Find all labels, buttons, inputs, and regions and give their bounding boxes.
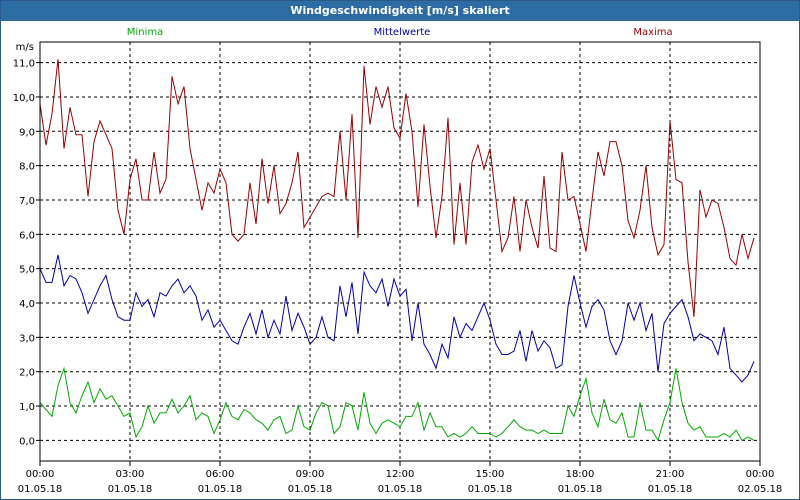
axes <box>36 41 761 466</box>
series-line-mittelwerte <box>39 254 755 383</box>
series-lines <box>39 59 755 442</box>
y-tick-label: 8,0 <box>19 162 35 173</box>
series-line-minima <box>39 366 755 442</box>
x-tick-time: 09:00 <box>296 469 325 480</box>
y-tick-label: 7,0 <box>19 196 35 207</box>
x-tick-date: 01.05.18 <box>648 484 693 495</box>
legend-maxima: Maxima <box>633 27 672 38</box>
x-tick-time: 15:00 <box>476 469 505 480</box>
y-tick-label: 3,0 <box>19 333 35 344</box>
y-tick-label: 9,0 <box>19 127 35 138</box>
x-tick-date: 01.05.18 <box>288 484 333 495</box>
legend: Maxima Mittelwerte Minima <box>127 27 673 38</box>
y-tick-label: 4,0 <box>19 299 35 310</box>
y-tick-label: 1,0 <box>19 402 35 413</box>
y-tick-label: 11,0 <box>13 59 35 70</box>
y-tick-label: 6,0 <box>19 230 35 241</box>
window-title: Windgeschwindigkeit [m/s] skaliert <box>1 1 799 21</box>
y-tick-label: 10,0 <box>13 93 35 104</box>
grid-lines <box>40 42 760 461</box>
y-tick-label: 2,0 <box>19 368 35 379</box>
x-tick-time: 03:00 <box>116 469 145 480</box>
x-tick-time: 06:00 <box>206 469 235 480</box>
x-tick-time: 21:00 <box>656 469 685 480</box>
series-line-maxima <box>39 59 755 317</box>
x-tick-time: 00:00 <box>746 469 775 480</box>
x-tick-time: 12:00 <box>386 469 415 480</box>
x-tick-date: 01.05.18 <box>18 484 63 495</box>
x-tick-time: 18:00 <box>566 469 595 480</box>
x-tick-date: 01.05.18 <box>558 484 603 495</box>
y-tick-label: 0,0 <box>19 436 35 447</box>
x-tick-time: 00:00 <box>26 469 55 480</box>
x-tick-date: 01.05.18 <box>378 484 423 495</box>
y-axis-label: m/s <box>16 42 34 53</box>
x-tick-date: 02.05.18 <box>738 484 783 495</box>
tick-labels: 0,0 1,0 2,0 3,0 4,0 5,0 6,0 7,0 8,0 9,0 10,0 11,0 m/… <box>13 42 783 495</box>
x-tick-date: 01.05.18 <box>198 484 243 495</box>
x-tick-date: 01.05.18 <box>108 484 153 495</box>
legend-minima: Minima <box>127 27 163 38</box>
y-tick-label: 5,0 <box>19 265 35 276</box>
x-tick-date: 01.05.18 <box>468 484 513 495</box>
legend-mittelwerte: Mittelwerte <box>374 27 431 38</box>
